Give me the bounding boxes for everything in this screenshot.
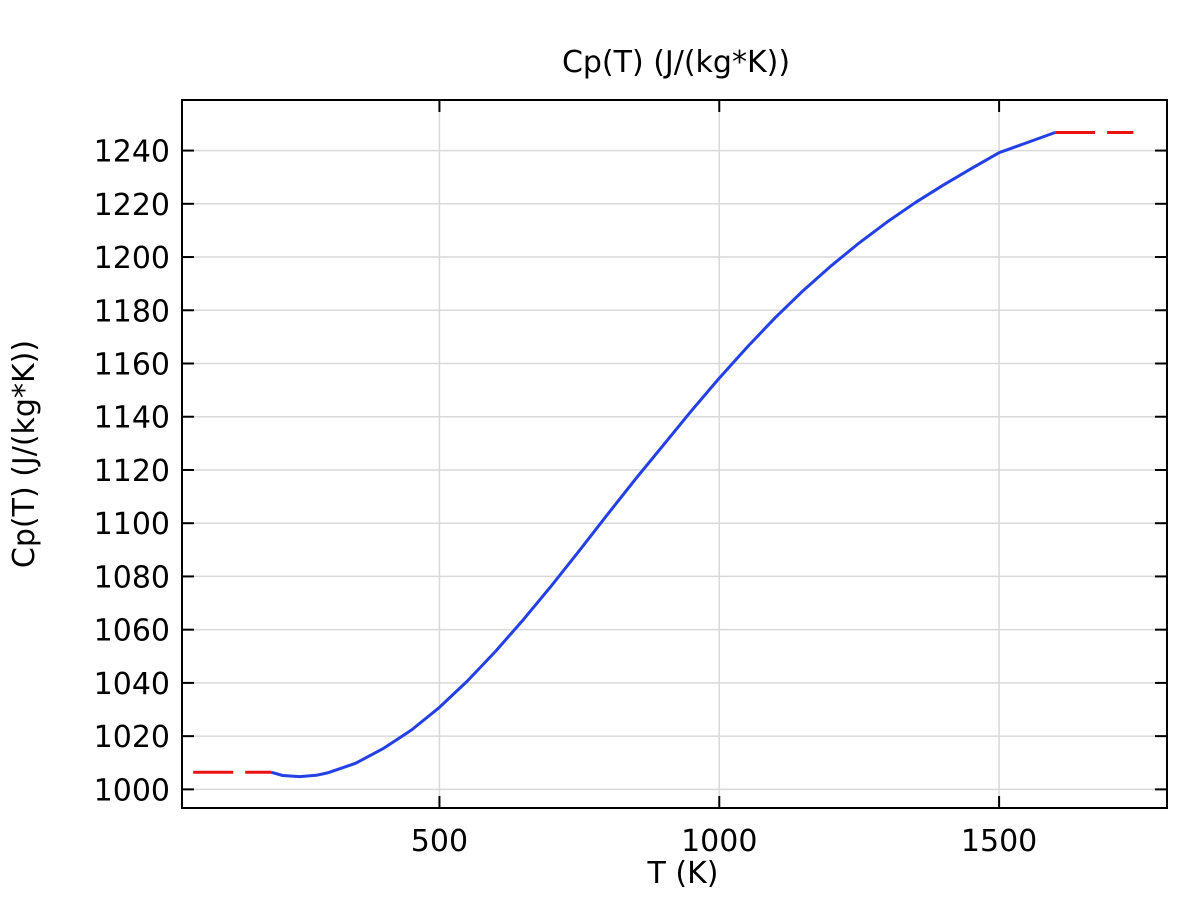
y-tick-label: 1080 — [94, 560, 170, 595]
ticks — [182, 100, 1167, 808]
x-tick-label: 500 — [411, 824, 468, 859]
series-group — [193, 131, 1134, 779]
x-tick-label: 1500 — [961, 824, 1037, 859]
tick-labels: 500 1000 1500 1000 1020 1040 1060 1080 1100 1120 1… — [94, 135, 1038, 859]
grid — [182, 100, 1167, 808]
y-tick-label: 1160 — [94, 348, 170, 383]
y-tick-label: 1240 — [94, 135, 170, 170]
y-tick-label: 1000 — [94, 773, 170, 808]
y-tick-label: 1120 — [94, 454, 170, 489]
x-axis-label: T (K) — [647, 856, 719, 891]
plot-frame — [181, 99, 1168, 809]
y-tick-label: 1140 — [94, 401, 170, 436]
y-tick-label: 1100 — [94, 507, 170, 542]
series-line-cp — [271, 131, 1056, 779]
chart-title: Cp(T) (J/(kg*K)) — [562, 45, 790, 80]
y-tick-label: 1040 — [94, 667, 170, 702]
y-tick-label: 1020 — [94, 720, 170, 755]
x-tick-label: 1000 — [681, 824, 757, 859]
y-tick-label: 1060 — [94, 614, 170, 649]
y-axis-label: Cp(T) (J/(kg*K)) — [7, 340, 42, 568]
y-tick-label: 1220 — [94, 188, 170, 223]
y-tick-label: 1180 — [94, 294, 170, 329]
y-tick-label: 1200 — [94, 241, 170, 276]
